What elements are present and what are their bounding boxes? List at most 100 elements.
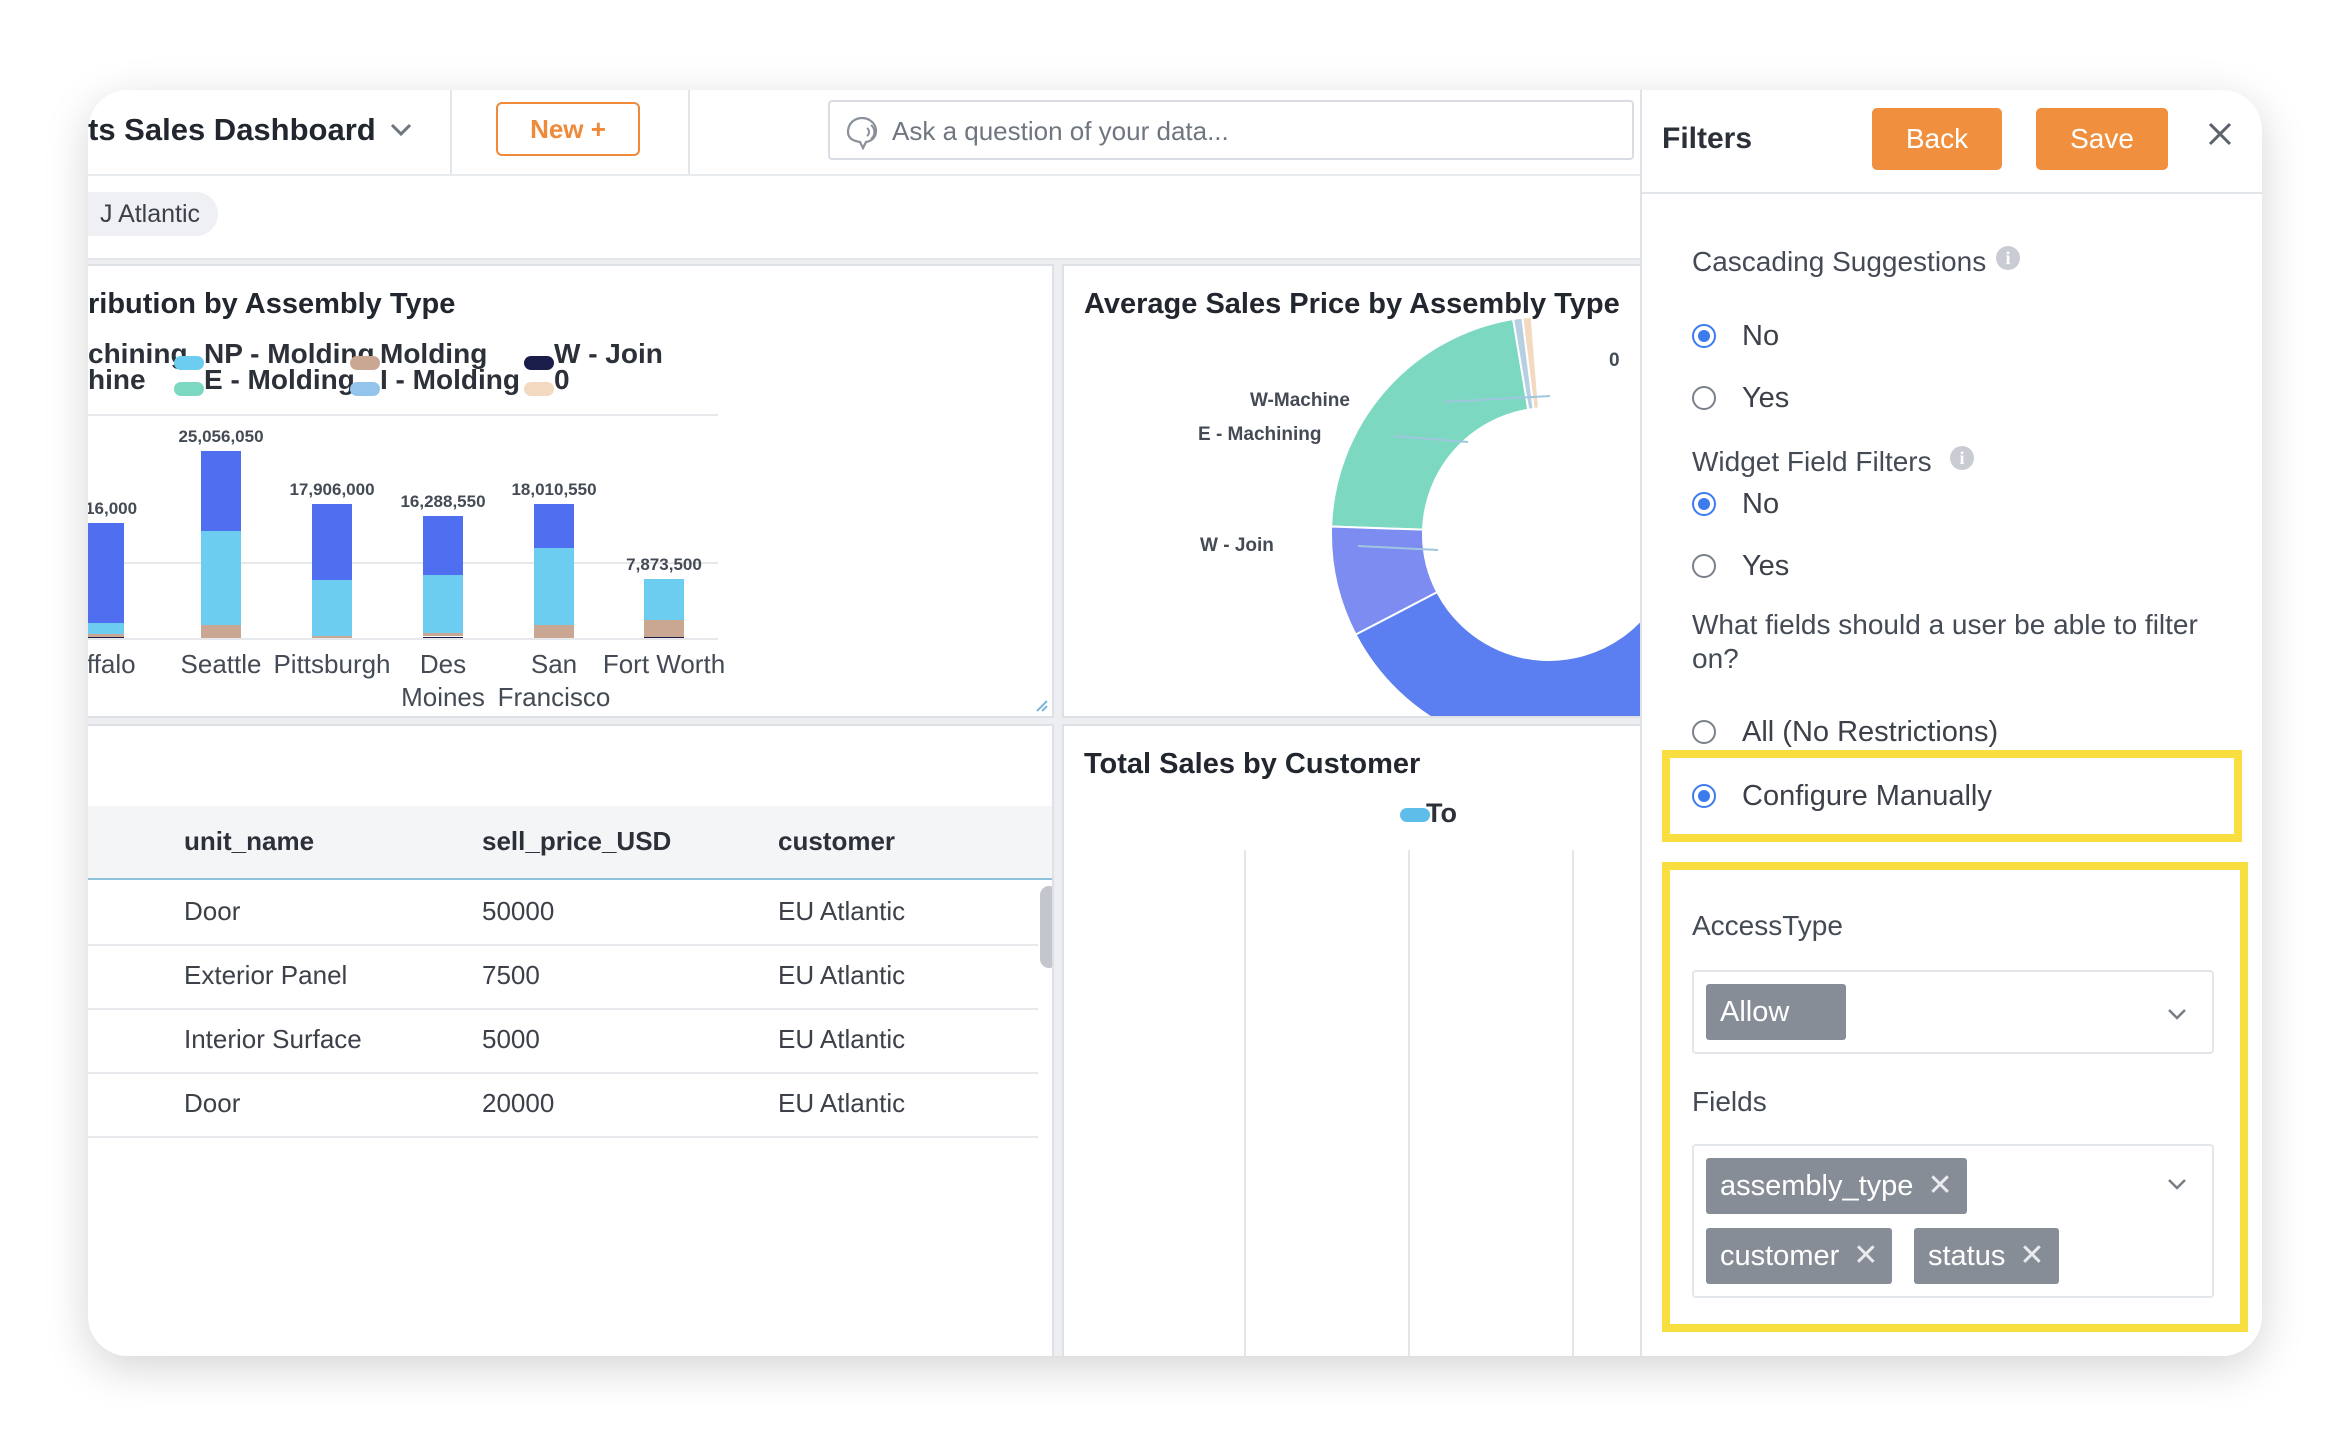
customer-sales-panel: Total Sales by Customer To [1062, 724, 1662, 1356]
back-button[interactable]: Back [1872, 108, 2002, 170]
bar-segment[interactable] [201, 624, 241, 638]
ask-question-input[interactable]: Ask a question of your data... [828, 100, 1634, 160]
bar-segment[interactable] [88, 636, 124, 638]
field-tag[interactable]: status ✕ [1914, 1228, 2059, 1284]
bar-segment[interactable] [534, 624, 574, 638]
field-tag-label: customer [1720, 1240, 1840, 1272]
field-tag-label: status [1928, 1240, 2006, 1272]
legend-label[interactable]: Molding [380, 338, 488, 369]
legend-label[interactable]: chining [88, 338, 188, 369]
speech-icon [846, 116, 878, 150]
table-row[interactable]: Door 50000 EU Atlantic [88, 880, 1038, 946]
configure-manually-highlight [1662, 750, 2242, 842]
bar-segment[interactable] [644, 620, 684, 637]
filter-chip[interactable]: J Atlantic [88, 192, 219, 236]
dashboard-title[interactable]: ts Sales Dashboard [88, 112, 376, 147]
cell-customer: EU Atlantic [778, 1088, 906, 1118]
chevron-down-icon[interactable] [2164, 1006, 2190, 1022]
cell-customer: EU Atlantic [778, 960, 906, 990]
donut-slice[interactable] [1330, 317, 1530, 531]
leader-line [1357, 545, 1439, 551]
legend-label[interactable]: 0 [554, 364, 570, 395]
radio-button[interactable] [1692, 386, 1716, 410]
fields-label: Fields [1692, 1086, 1767, 1117]
legend-label[interactable]: I - Molding [380, 364, 520, 395]
column-header-customer[interactable]: customer [778, 826, 896, 856]
category-label: Fort Worth [602, 649, 726, 679]
legend-swatch [1400, 808, 1430, 822]
cascading-suggestions-label: Cascading Suggestions [1692, 246, 1987, 277]
donut-slice[interactable] [1354, 517, 1662, 718]
table-header: unit_name sell_price_USD customer [88, 806, 1052, 880]
dashboard-top-bar: ts Sales Dashboard New + Ask a question … [88, 90, 1640, 174]
column-header-sell-price[interactable]: sell_price_USD [482, 826, 672, 856]
table-row[interactable]: Interior Surface 5000 EU Atlantic [88, 1008, 1038, 1074]
table-row[interactable]: Exterior Panel 7500 EU Atlantic [88, 944, 1038, 1010]
table-scrollbar[interactable] [1040, 886, 1052, 968]
bar-segment[interactable] [423, 574, 463, 633]
close-icon[interactable] [2202, 116, 2238, 152]
table-row[interactable]: Door 20000 EU Atlantic [88, 1072, 1038, 1138]
bar-segment[interactable] [88, 623, 124, 635]
donut-chart [1330, 315, 1662, 718]
chevron-down-icon[interactable] [386, 120, 416, 140]
legend-swatch [524, 382, 554, 396]
fields-multiselect[interactable]: assembly_type ✕ customer ✕ status ✕ [1692, 1144, 2214, 1298]
bar-segment[interactable] [534, 503, 574, 548]
bar-segment[interactable] [644, 579, 684, 621]
radio-button[interactable] [1692, 554, 1716, 578]
bar-value-label: ,416,000 [88, 498, 138, 518]
radio-button[interactable] [1692, 492, 1716, 516]
legend-label[interactable]: E - Molding [204, 364, 355, 395]
bar-chart-plot: ,416,000 uffalo 25,056,050 Seattle 17,906,00… [88, 266, 1052, 716]
pie-label-w-join: W - Join [1200, 535, 1274, 556]
leader-line [1393, 435, 1469, 443]
new-button[interactable]: New + [496, 102, 640, 156]
bar-segment[interactable] [201, 450, 241, 532]
radio-button[interactable] [1692, 784, 1716, 808]
bar-segment[interactable] [423, 516, 463, 575]
remove-icon[interactable]: ✕ [1927, 1169, 1953, 1202]
access-type-select[interactable]: Allow [1692, 970, 2214, 1054]
legend-label[interactable]: NP - Molding [204, 338, 375, 369]
resize-handle-icon[interactable] [1034, 698, 1048, 712]
cell-unit-name: Door [184, 896, 241, 926]
bar-segment[interactable] [312, 635, 352, 638]
field-tag[interactable]: assembly_type ✕ [1706, 1158, 1967, 1214]
bar-segment[interactable] [88, 522, 124, 624]
radio-label: Yes [1742, 382, 1790, 414]
legend-swatch [350, 356, 380, 370]
remove-icon[interactable]: ✕ [2019, 1239, 2045, 1272]
legend-label: To [1426, 798, 1457, 828]
gridline [1244, 850, 1246, 1356]
category-label: Des Moines [401, 649, 485, 712]
filters-header: Filters Back Save [1642, 90, 2262, 194]
cell-customer: EU Atlantic [778, 1024, 906, 1054]
bar-segment[interactable] [312, 579, 352, 636]
bar-chart-title: ribution by Assembly Type [88, 288, 456, 320]
remove-icon[interactable]: ✕ [1853, 1239, 1879, 1272]
save-button[interactable]: Save [2036, 108, 2168, 170]
category-label: Seattle [180, 649, 262, 679]
chevron-down-icon[interactable] [2164, 1176, 2190, 1192]
info-icon[interactable]: i [1996, 246, 2020, 270]
bar-segment[interactable] [312, 504, 352, 580]
field-tag[interactable]: customer ✕ [1706, 1228, 1893, 1284]
column-header-unit-name[interactable]: unit_name [184, 826, 315, 856]
radio-button[interactable] [1692, 720, 1716, 744]
legend-label[interactable]: W - Join [554, 338, 663, 369]
legend-label[interactable]: hine [88, 364, 146, 395]
cell-unit-name: Door [184, 1088, 241, 1118]
divider [450, 90, 452, 174]
bar-value-label: 16,288,550 [400, 492, 486, 512]
bar-chart-panel: ribution by Assembly Type chining hine NP … [88, 264, 1054, 718]
bar-segment[interactable] [423, 632, 463, 637]
info-icon[interactable]: i [1950, 446, 1974, 470]
radio-button[interactable] [1692, 324, 1716, 348]
bar-segment[interactable] [534, 547, 574, 625]
bar-segment[interactable] [423, 636, 463, 638]
bar-segment[interactable] [201, 531, 241, 625]
bar-segment[interactable] [88, 634, 124, 637]
pie-chart-panel: Average Sales Price by Assembly Type 0 W… [1062, 264, 1662, 718]
bar-segment[interactable] [644, 636, 684, 638]
